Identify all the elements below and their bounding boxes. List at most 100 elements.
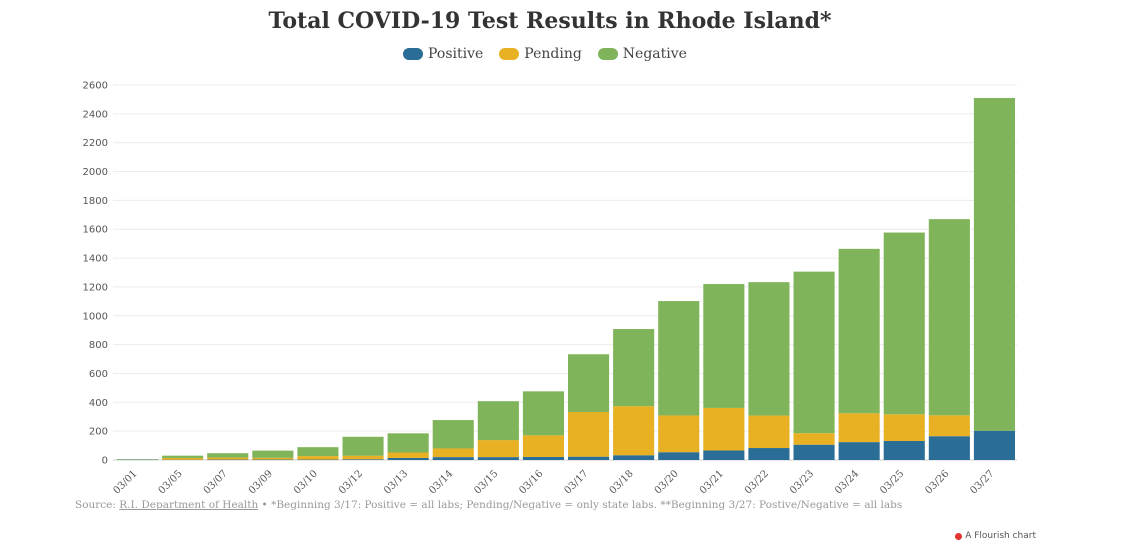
y-tick-label: 2600 [83,81,108,92]
legend: Positive Pending Negative [0,46,1090,62]
legend-label-positive: Positive [428,46,484,62]
bar-negative-03-20 [658,301,700,416]
x-tick-label: 03/12 [337,468,365,496]
bar-positive-03-18 [613,455,655,460]
y-tick-label: 2000 [83,167,108,178]
bar-negative-03-27 [973,97,1015,431]
y-tick-label: 1800 [83,196,108,207]
bar-pending-03-21 [703,407,745,451]
legend-item-negative[interactable]: Negative [597,46,687,62]
x-tick-label: 03/21 [698,468,726,496]
bar-positive-03-26 [928,436,970,460]
legend-label-negative: Negative [622,46,687,62]
x-tick-label: 03/24 [833,468,861,496]
bar-positive-03-27 [973,430,1015,460]
legend-label-pending: Pending [524,46,582,62]
x-tick-label: 03/07 [202,468,230,496]
y-tick-label: 1400 [83,254,108,265]
bar-negative-03-16 [522,391,564,436]
y-tick-label: 0 [102,456,108,467]
bar-negative-03-23 [793,271,835,434]
y-tick-label: 800 [89,340,108,351]
bar-pending-03-16 [522,435,564,457]
bar-negative-03-18 [613,329,655,407]
legend-swatch-pending [499,48,520,60]
bar-pending-03-07 [207,457,249,460]
source-link[interactable]: R.I. Department of Health [119,499,259,511]
bar-pending-03-20 [658,415,700,453]
x-tick-label: 03/15 [472,468,500,496]
y-tick-label: 200 [89,427,108,438]
y-tick-label: 600 [89,369,108,380]
bar-pending-03-09 [252,457,294,460]
bar-pending-03-10 [297,456,339,460]
bar-negative-03-26 [928,219,970,416]
legend-item-positive[interactable]: Positive [403,46,483,62]
bar-negative-03-05 [162,455,204,458]
bar-positive-03-23 [793,444,835,460]
x-tick-label: 03/20 [653,468,681,496]
y-tick-label: 2400 [83,109,108,120]
bar-pending-03-15 [477,440,519,458]
bar-positive-03-13 [387,457,429,460]
y-tick-label: 2200 [83,138,108,149]
bar-negative-03-07 [207,453,249,458]
bar-positive-03-22 [748,448,790,460]
bar-pending-03-24 [838,413,880,443]
bar-negative-03-12 [342,436,384,456]
bar-negative-03-14 [432,420,474,449]
legend-item-pending[interactable]: Pending [499,46,582,62]
bar-negative-03-25 [883,232,925,415]
x-tick-label: 03/09 [247,468,275,496]
x-tick-label: 03/16 [517,468,545,496]
legend-swatch-negative [597,48,618,60]
bar-positive-03-24 [838,442,880,460]
chart-title: Total COVID-19 Test Results in Rhode Isl… [268,8,832,34]
y-tick-label: 1600 [83,225,108,236]
y-tick-label: 1200 [83,282,108,293]
bar-pending-03-13 [387,452,429,458]
x-tick-label: 03/22 [743,468,771,496]
bar-positive-03-12 [342,459,384,460]
bar-pending-03-12 [342,455,384,460]
bar-negative-03-17 [568,354,610,412]
bar-negative-03-15 [477,401,519,441]
y-tick-label: 400 [89,398,108,409]
flourish-credit[interactable]: A Flourish chart [955,531,1036,541]
bar-pending-03-26 [928,415,970,437]
flourish-logo-icon [955,532,963,540]
x-tick-label: 03/26 [923,468,951,496]
flourish-label: A Flourish chart [965,531,1036,541]
bar-pending-03-05 [162,457,204,460]
bar-positive-03-20 [658,452,700,460]
source-prefix: Source: [75,499,120,511]
x-tick-label: 03/01 [112,468,140,496]
x-tick-label: 03/27 [968,468,996,496]
x-tick-label: 03/23 [788,468,816,496]
source-note: • *Beginning 3/17: Positive = all labs; … [258,499,903,511]
bar-pending-03-23 [793,433,835,445]
x-tick-label: 03/17 [563,468,591,496]
bar-negative-03-24 [838,248,880,414]
bar-negative-03-10 [297,447,339,457]
bar-negative-03-13 [387,433,429,453]
bar-positive-03-16 [522,456,564,460]
bar-positive-03-17 [568,456,610,460]
x-tick-label: 03/14 [427,468,455,496]
bar-positive-03-21 [703,450,745,460]
bar-positive-03-25 [883,440,925,460]
bar-positive-03-14 [432,457,474,460]
bar-positive-03-15 [477,457,519,460]
x-tick-label: 03/05 [157,468,185,496]
bar-negative-03-22 [748,282,790,416]
bar-pending-03-22 [748,415,790,449]
source-footer: Source: R.I. Department of Health • *Beg… [75,499,902,511]
x-tick-label: 03/25 [878,468,906,496]
bar-pending-03-25 [883,414,925,441]
x-tick-label: 03/10 [292,468,320,496]
bar-pending-03-17 [568,411,610,457]
bar-negative-03-01 [117,459,159,460]
x-tick-label: 03/18 [608,468,636,496]
y-tick-label: 1000 [83,311,108,322]
